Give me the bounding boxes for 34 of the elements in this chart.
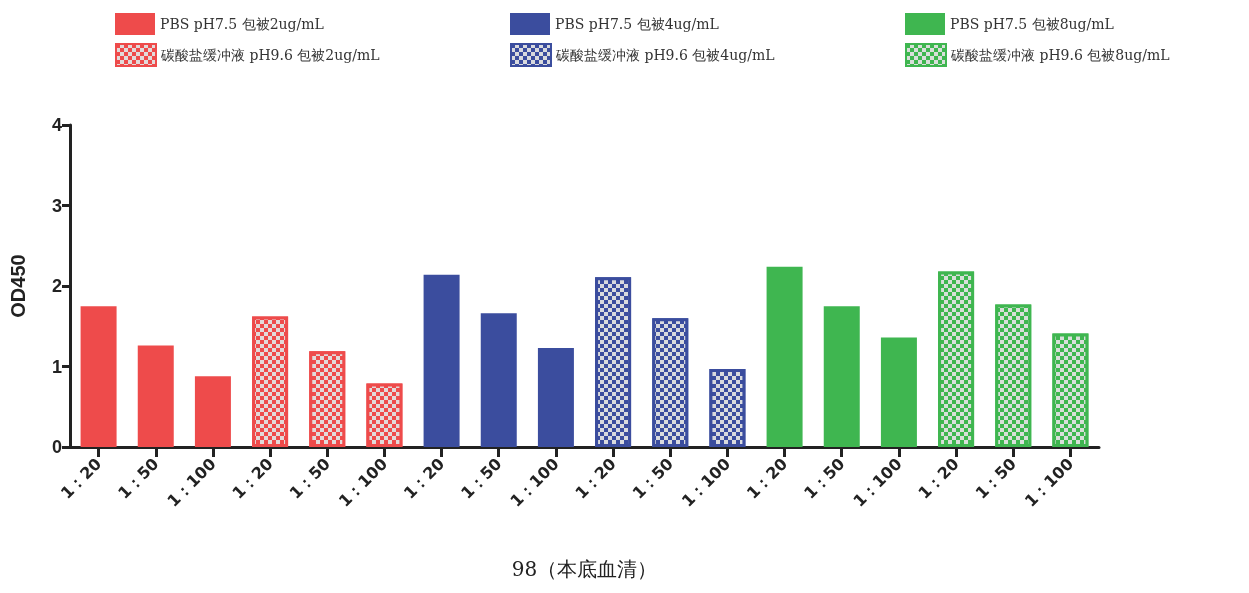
bar — [823, 306, 860, 447]
y-tick-label: 3 — [51, 195, 62, 216]
x-tick-label: 1：20 — [742, 454, 792, 503]
bar — [766, 266, 803, 447]
x-tick-label: 1：50 — [628, 454, 677, 503]
y-tick-label: 4 — [51, 115, 62, 135]
legend-label: PBS pH7.5 包被2ug/mL — [160, 16, 324, 32]
bar — [880, 337, 917, 447]
x-tick-label: 1：20 — [228, 454, 277, 503]
x-tick-label: 1：50 — [800, 454, 849, 503]
bar — [80, 306, 117, 447]
bar — [194, 376, 231, 447]
legend-label: 碳酸盐缓冲液 pH9.6 包被4ug/mL — [555, 47, 775, 63]
legend-label: 碳酸盐缓冲液 pH9.6 包被8ug/mL — [950, 47, 1170, 63]
x-tick-label: 1：50 — [457, 454, 506, 503]
x-axis-title: 98（本底血清） — [511, 557, 658, 581]
y-axis-title: OD450 — [7, 254, 29, 318]
x-tick-label: 1：50 — [971, 454, 1020, 503]
bar — [480, 313, 517, 447]
x-tick-label: 1：50 — [114, 454, 163, 503]
bar — [537, 347, 574, 447]
legend-label: PBS pH7.5 包被4ug/mL — [555, 16, 719, 32]
y-tick-label: 0 — [51, 437, 62, 457]
bar — [423, 274, 460, 447]
bar — [137, 345, 174, 447]
x-tick-label: 1：20 — [56, 454, 106, 503]
y-tick-label: 1 — [51, 356, 62, 377]
x-tick-label: 1：20 — [914, 454, 963, 503]
y-tick-label: 2 — [51, 276, 62, 296]
legend-label: 碳酸盐缓冲液 pH9.6 包被2ug/mL — [160, 47, 380, 63]
x-tick-label: 1：20 — [399, 454, 449, 503]
x-tick-label: 1：50 — [285, 454, 334, 503]
legend-label: PBS pH7.5 包被8ug/mL — [950, 16, 1114, 32]
x-tick-label: 1：20 — [571, 454, 620, 503]
